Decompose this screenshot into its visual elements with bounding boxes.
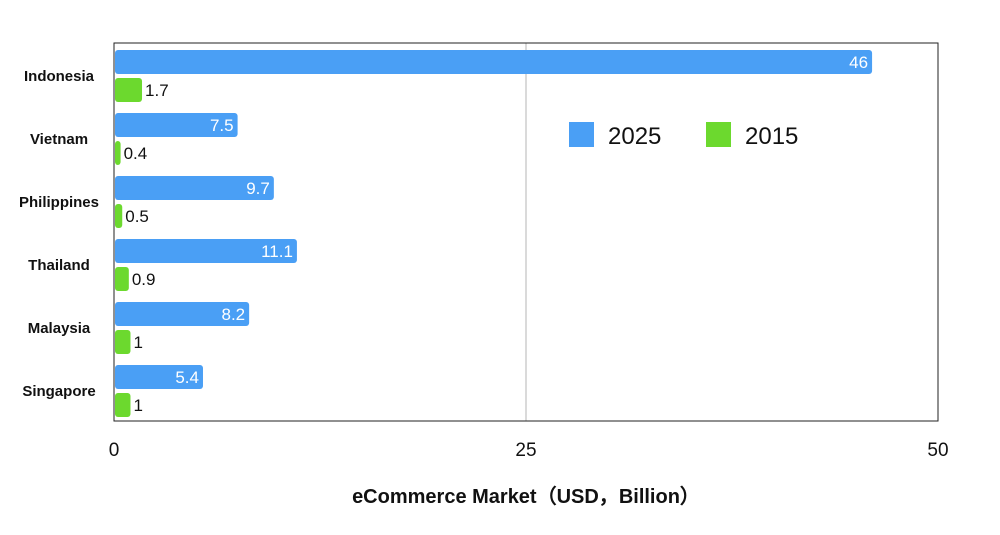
bar-2015-thailand <box>115 267 129 291</box>
bar-2015-singapore <box>115 393 131 417</box>
data-label: 7.5 <box>210 116 234 135</box>
data-label: 46 <box>849 53 868 72</box>
bar-2015-indonesia <box>115 78 143 102</box>
x-tick-labels: 0 25 50 <box>109 440 949 461</box>
data-label: 11.1 <box>261 242 293 261</box>
x-tick-label: 0 <box>109 440 120 461</box>
bar-2025-vietnam <box>115 113 238 137</box>
bar-2025-malaysia <box>115 302 250 326</box>
data-label: 5.4 <box>175 368 199 387</box>
bar-2025-philippines <box>115 176 274 200</box>
category-labels: Indonesia Vietnam Philippines Thailand Malay… <box>19 68 99 400</box>
bar-2025-thailand <box>115 239 297 263</box>
bar-2015-vietnam <box>115 141 121 165</box>
bar-2015-philippines <box>115 204 123 228</box>
legend-swatch-2025 <box>569 122 594 147</box>
category-label: Vietnam <box>30 131 88 148</box>
data-label: 1 <box>133 396 142 415</box>
category-label: Indonesia <box>24 68 95 85</box>
bar-group <box>115 50 873 417</box>
legend-swatch-2015 <box>706 122 731 147</box>
legend-label-2025: 2025 <box>608 123 661 150</box>
data-label: 0.5 <box>125 207 149 226</box>
plot-area <box>113 42 939 422</box>
category-label: Malaysia <box>28 320 91 337</box>
x-axis-title: eCommerce Market（USD，Billion） <box>352 485 700 508</box>
data-label: 1 <box>133 333 142 352</box>
data-label: 9.7 <box>246 179 270 198</box>
bar-2015-malaysia <box>115 330 131 354</box>
category-label: Singapore <box>22 383 95 400</box>
bar-2025-singapore <box>115 365 203 389</box>
category-label: Thailand <box>28 257 90 274</box>
value-labels: 46 1.7 7.5 0.4 9.7 0.5 11.1 0.9 8.2 1 5.4 1 <box>124 53 868 415</box>
bar-2025-indonesia <box>115 50 873 74</box>
legend: 2025 2015 <box>569 122 798 150</box>
category-label: Philippines <box>19 194 99 211</box>
x-tick-label: 50 <box>927 440 948 461</box>
data-label: 0.9 <box>132 270 156 289</box>
data-label: 1.7 <box>145 81 169 100</box>
x-tick-label: 25 <box>515 440 536 461</box>
data-label: 8.2 <box>221 305 245 324</box>
data-label: 0.4 <box>124 144 148 163</box>
legend-label-2015: 2015 <box>745 123 798 150</box>
